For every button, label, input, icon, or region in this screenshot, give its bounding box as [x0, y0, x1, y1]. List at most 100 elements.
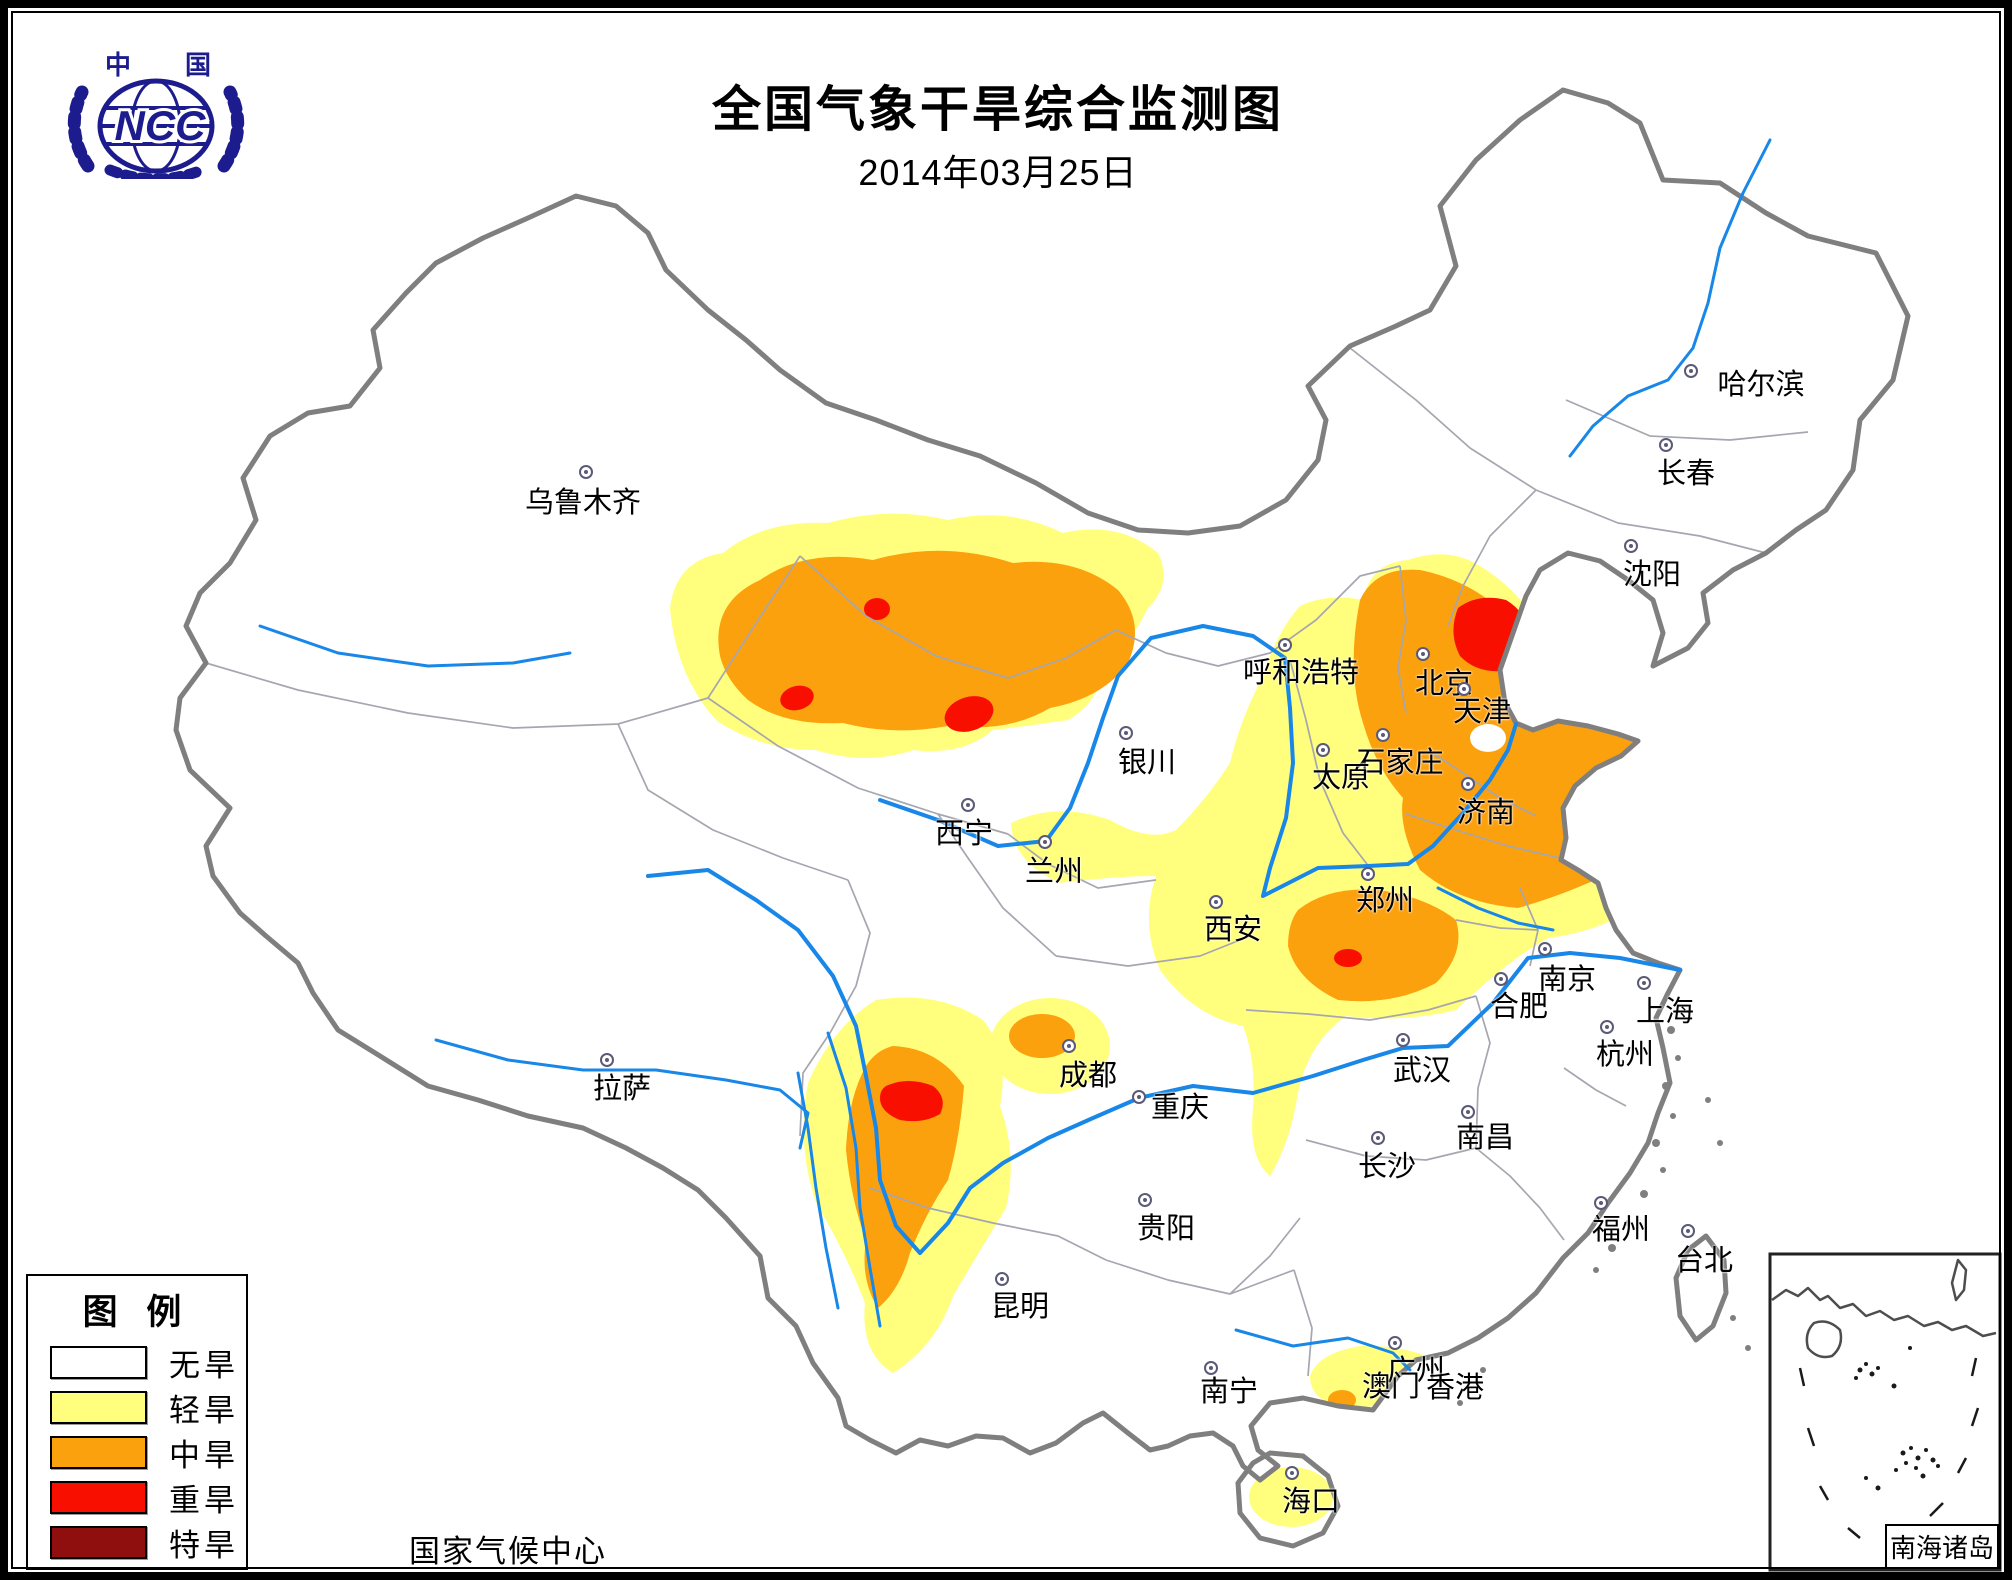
city-label: 长沙 — [1357, 1151, 1417, 1183]
city-marker — [1681, 1224, 1695, 1238]
city-layer: 乌鲁木齐 哈尔滨 长春 沈阳 呼和浩特 北京 天津 石家庄 太原 济南 郑州 西安 银川 西宁 兰州 成都 重庆… — [8, 8, 2004, 1572]
city-label: 银川 — [1117, 747, 1177, 779]
legend-label: 特旱 — [169, 1527, 239, 1563]
legend-row: 重旱 — [50, 1479, 246, 1518]
ncc-logo: 中 国 NCC — [67, 50, 245, 179]
city-marker — [1600, 1020, 1614, 1034]
credit-text: 国家气候中心 — [409, 1534, 607, 1569]
city-marker — [1461, 777, 1475, 791]
city-marker — [995, 1272, 1009, 1286]
logo-char-left: 中 — [105, 50, 131, 80]
city-label: 上海 — [1635, 996, 1695, 1028]
city-marker — [1209, 895, 1223, 909]
city-marker — [1038, 835, 1052, 849]
legend-box: 图 例 无旱 轻旱 中旱 重旱 特旱 — [26, 1274, 248, 1570]
coastal-islands — [1457, 1026, 1751, 1406]
city-marker — [1416, 647, 1430, 661]
city-marker — [1278, 638, 1292, 652]
inset-coastline — [1771, 1286, 1997, 1338]
rivers — [258, 138, 1772, 1372]
city-marker — [1457, 682, 1471, 696]
legend-title: 图 例 — [82, 1293, 192, 1332]
province-boundaries — [205, 347, 1809, 1377]
logo-char-right: 国 — [185, 50, 211, 80]
map-date: 2014年03月25日 — [858, 152, 1138, 193]
city-label: 福州 — [1591, 1214, 1651, 1246]
city-label: 南昌 — [1455, 1122, 1515, 1154]
city-label: 海口 — [1281, 1486, 1341, 1518]
tarim-river — [258, 624, 572, 668]
nujiang-river — [796, 1071, 840, 1310]
city-label: 南京 — [1537, 964, 1597, 996]
city-label: 拉萨 — [592, 1073, 652, 1105]
city-label: 长春 — [1656, 458, 1716, 490]
laurel-right — [217, 85, 245, 173]
city-marker — [1396, 1033, 1410, 1047]
city-marker — [1594, 1196, 1608, 1210]
city-label: 呼和浩特 — [1242, 657, 1360, 689]
city-label: 太原 — [1311, 762, 1371, 794]
inset-taiwan — [1950, 1258, 1968, 1302]
laurel-left — [67, 85, 95, 173]
page-title: 全国气象干旱综合监测图 — [711, 83, 1284, 137]
legend-rows: 无旱 轻旱 中旱 重旱 特旱 — [28, 1344, 246, 1563]
city-marker — [579, 465, 593, 479]
city-marker — [1659, 438, 1673, 452]
city-marker — [1388, 1336, 1402, 1350]
yellow-river — [878, 624, 1518, 898]
city-label: 台北 — [1674, 1245, 1734, 1277]
city-label: 杭州 — [1595, 1039, 1655, 1071]
legend-label: 重旱 — [169, 1482, 239, 1518]
no-drought-hole — [1470, 724, 1506, 752]
city-label: 乌鲁木齐 — [524, 487, 642, 519]
pearl-river — [1234, 1328, 1412, 1372]
legend-swatch — [50, 1480, 147, 1514]
legend-label: 中旱 — [169, 1437, 239, 1473]
city-marker — [1062, 1039, 1076, 1053]
drought-shading — [670, 513, 1720, 1527]
legend-swatch — [50, 1525, 147, 1559]
city-label: 昆明 — [990, 1291, 1050, 1323]
city-label: 成都 — [1058, 1060, 1118, 1092]
city-label: 合肥 — [1489, 991, 1549, 1023]
legend-row: 特旱 — [50, 1524, 246, 1563]
city-label: 济南 — [1456, 797, 1516, 829]
city-marker — [961, 798, 975, 812]
city-marker — [1119, 726, 1133, 740]
city-label: 武汉 — [1392, 1055, 1452, 1087]
city-marker — [1204, 1361, 1218, 1375]
city-marker — [1138, 1193, 1152, 1207]
city-label: 香港 — [1425, 1372, 1485, 1404]
city-label: 石家庄 — [1356, 747, 1444, 779]
city-marker — [1637, 976, 1651, 990]
city-marker — [1285, 1466, 1299, 1480]
songhua-river — [1568, 138, 1772, 458]
city-label: 郑州 — [1355, 885, 1415, 917]
city-label: 西安 — [1203, 914, 1263, 946]
legend-swatch — [50, 1390, 147, 1424]
city-marker — [1494, 972, 1508, 986]
city-marker — [1461, 1105, 1475, 1119]
yangtze-river — [646, 868, 1682, 1255]
laurel-bottom — [104, 164, 208, 179]
city-marker — [1316, 743, 1330, 757]
city-label: 兰州 — [1024, 856, 1084, 888]
legend-swatch — [50, 1345, 147, 1379]
lancang-river — [826, 1031, 882, 1328]
national-border — [173, 87, 1911, 1549]
logo-acronym: NCC — [115, 102, 207, 149]
city-label: 沈阳 — [1622, 559, 1682, 591]
legend-row: 无旱 — [50, 1344, 246, 1383]
inset-dash-boundary — [1798, 1357, 1980, 1539]
city-label: 澳门 — [1361, 1371, 1421, 1403]
city-marker — [1376, 728, 1390, 742]
inset-island-dots — [1854, 1346, 1940, 1491]
inset-label: 南海诸岛 — [1885, 1524, 1999, 1569]
inset-hainan — [1805, 1320, 1843, 1359]
city-marker — [1132, 1090, 1146, 1104]
city-marker — [1538, 942, 1552, 956]
city-marker — [1361, 867, 1375, 881]
legend-row: 中旱 — [50, 1434, 246, 1473]
city-label: 贵阳 — [1136, 1213, 1196, 1245]
